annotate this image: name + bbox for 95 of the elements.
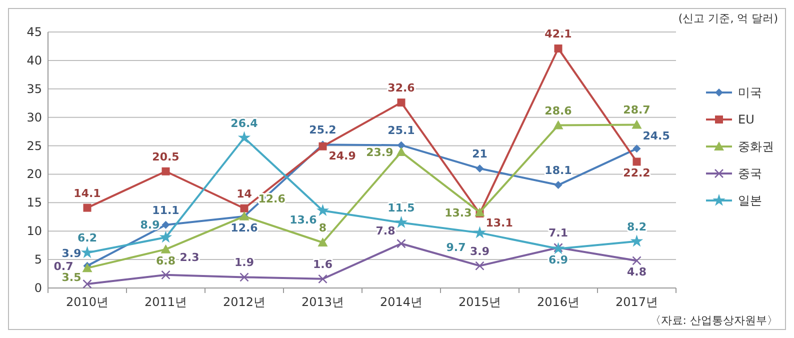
point xyxy=(476,164,484,173)
data-label: 3.9 xyxy=(470,244,490,258)
x-tick-label: 2011년 xyxy=(144,295,188,309)
data-label: 25.1 xyxy=(388,124,415,138)
y-tick-label: 25 xyxy=(26,138,42,153)
data-label: 6.9 xyxy=(548,254,568,267)
y-tick-label: 40 xyxy=(26,53,42,68)
point xyxy=(160,244,171,254)
x-tick-label: 2012년 xyxy=(222,295,266,309)
point xyxy=(632,256,642,266)
data-label: 18.1 xyxy=(544,164,572,178)
x-tick-label: 2017년 xyxy=(615,295,658,309)
point xyxy=(240,204,248,212)
point xyxy=(161,270,170,280)
data-label: 13.1 xyxy=(486,216,513,230)
point xyxy=(397,98,406,107)
x-tick-label: 2014년 xyxy=(380,295,423,309)
legend-label: EU xyxy=(738,112,754,126)
point xyxy=(318,237,328,246)
point xyxy=(553,120,564,130)
data-label: 21 xyxy=(472,148,488,161)
text: 〈자료: 산업통상자원부〉 xyxy=(650,314,778,327)
y-tick-label: 35 xyxy=(26,82,42,96)
data-label: 26.4 xyxy=(230,116,258,130)
point xyxy=(83,204,92,212)
point xyxy=(473,226,486,238)
point xyxy=(159,230,172,243)
point xyxy=(554,44,562,52)
data-label: 23.9 xyxy=(366,146,394,160)
point xyxy=(162,220,170,229)
data-label: 11.5 xyxy=(388,202,415,215)
data-label: 1.9 xyxy=(234,256,254,270)
data-label: 6.2 xyxy=(78,232,97,245)
point xyxy=(475,261,484,270)
text: (신고 기준, 억 달러) xyxy=(678,12,778,25)
data-label: 12.6 xyxy=(230,221,258,234)
y-tick-label: 30 xyxy=(26,110,42,124)
point xyxy=(632,144,641,153)
x-tick-label: 2015년 xyxy=(458,295,502,309)
data-label: 28.7 xyxy=(623,104,650,117)
point xyxy=(82,263,92,272)
point xyxy=(394,216,408,228)
point xyxy=(632,158,641,166)
legend-label: 일본 xyxy=(738,194,762,208)
point xyxy=(316,204,330,216)
point xyxy=(632,120,642,129)
x-tick-label: 2016년 xyxy=(536,295,580,309)
data-label: 8 xyxy=(318,221,327,234)
y-tick-label: 20 xyxy=(26,167,42,182)
y-tick-label: 10 xyxy=(26,224,42,238)
data-label: 13.6 xyxy=(290,214,318,227)
point xyxy=(630,234,644,247)
data-label: 28.6 xyxy=(544,104,572,118)
y-tick-label: 15 xyxy=(26,196,42,210)
point xyxy=(162,167,170,176)
data-label: 6.8 xyxy=(156,254,176,268)
data-label: 2.3 xyxy=(180,250,200,264)
data-label: 4.8 xyxy=(627,266,646,279)
point xyxy=(396,147,406,156)
data-label: 0.7 xyxy=(54,260,74,274)
data-label: 20.5 xyxy=(152,150,180,164)
data-label: 24.9 xyxy=(328,149,356,162)
x-tick-label: 2013년 xyxy=(301,295,344,309)
data-label: 3.9 xyxy=(62,246,82,260)
y-tick-label: 0 xyxy=(34,281,42,295)
data-label: 7.8 xyxy=(376,224,396,238)
data-label: 8.2 xyxy=(627,220,646,234)
data-label: 14 xyxy=(236,187,252,200)
point xyxy=(397,141,406,150)
data-label: 7.1 xyxy=(548,226,568,240)
data-label: 32.6 xyxy=(388,82,416,95)
data-label: 9.7 xyxy=(446,240,466,254)
legend-label: 중국 xyxy=(738,166,762,180)
point xyxy=(240,272,249,282)
data-label: 25.2 xyxy=(309,124,336,137)
x-tick-label: 2010년 xyxy=(66,295,109,309)
point xyxy=(82,279,92,289)
y-tick-label: 45 xyxy=(26,25,42,39)
data-label: 22.2 xyxy=(623,166,650,180)
data-label: 13.3 xyxy=(444,206,472,220)
legend-label: 중화권 xyxy=(738,140,774,154)
data-label: 42.1 xyxy=(544,28,572,40)
point xyxy=(238,131,251,144)
point xyxy=(318,274,328,284)
data-label: 24.5 xyxy=(642,130,670,143)
point xyxy=(396,238,406,248)
data-label: 1.6 xyxy=(313,258,333,271)
y-tick-label: 5 xyxy=(34,252,42,267)
legend-label: 미국 xyxy=(738,86,762,100)
data-label: 11.1 xyxy=(152,204,180,217)
data-label: 14.1 xyxy=(74,186,101,200)
data-label: 3.5 xyxy=(62,271,82,284)
point xyxy=(80,246,94,258)
data-label: 8.9 xyxy=(140,218,160,232)
point xyxy=(554,181,562,190)
